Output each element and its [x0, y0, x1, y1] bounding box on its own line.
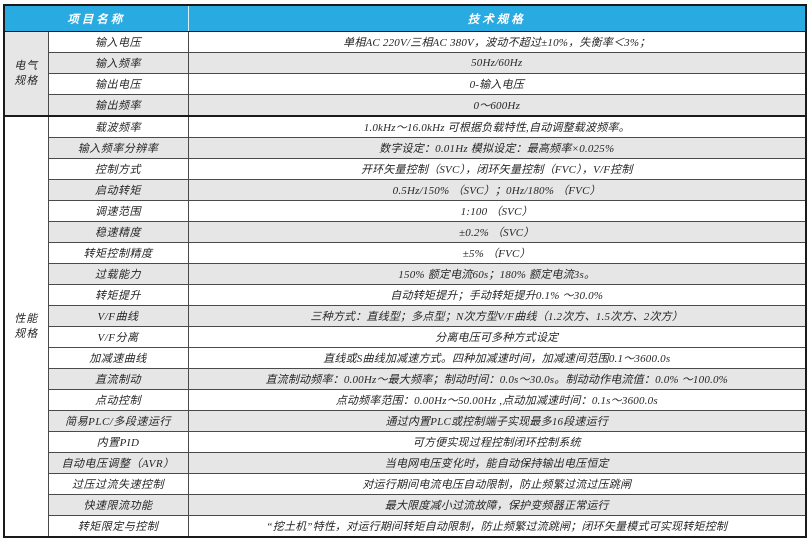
spec-item-name: 调速范围: [47, 200, 189, 223]
table-row: 快速限流功能 最大限度减小过流故障，保护变频器正常运行: [4, 493, 807, 516]
table-row: 过压过流失速控制 对运行期间电流电压自动限制，防止频繁过流过压跳闸: [4, 472, 807, 495]
spec-item-name: 直流制动: [47, 367, 189, 390]
spec-item-name: 输出频率: [47, 93, 189, 117]
spec-item-name: 载波频率: [47, 115, 189, 139]
spec-item-name: 过压过流失速控制: [47, 472, 189, 495]
spec-item-name: 加减速曲线: [47, 346, 189, 369]
table-row: 输出频率 0～600Hz: [4, 93, 807, 117]
spec-item-value: 三种方式：直线型；多点型；N次方型V/F曲线（1.2次方、1.5次方、2次方）: [187, 305, 807, 327]
spec-item-value: 通过内置PLC或控制端子实现最多16段速运行: [187, 409, 807, 432]
table-row: 启动转矩 0.5Hz/150% （SVC）；0Hz/180% （FVC）: [4, 179, 807, 202]
table-row: 输入频率分辨率 数字设定：0.01Hz 模拟设定：最高频率×0.025%: [4, 137, 807, 160]
header-item-name: 项目名称: [4, 5, 188, 32]
spec-item-name: 简易PLC/多段速运行: [47, 409, 189, 432]
spec-item-value: 自动转矩提升；手动转矩提升0.1% ～30.0%: [187, 284, 807, 307]
spec-item-value: 直线或S曲线加减速方式。四种加减速时间，加减速间范围0.1～3600.0s: [187, 346, 807, 369]
spec-item-name: 输入电压: [47, 31, 189, 53]
table-row: V/F曲线 三种方式：直线型；多点型；N次方型V/F曲线（1.2次方、1.5次方、…: [4, 305, 807, 327]
table-row: 加减速曲线 直线或S曲线加减速方式。四种加减速时间，加减速间范围0.1～3600.…: [4, 346, 807, 369]
spec-item-name: 转矩控制精度: [47, 242, 189, 265]
spec-item-value: 直流制动频率：0.00Hz～最大频率；制动时间：0.0s～30.0s。制动动作电…: [187, 367, 807, 390]
table-header: 项目名称 技术规格: [4, 5, 806, 32]
table-row: 转矩提升 自动转矩提升；手动转矩提升0.1% ～30.0%: [4, 284, 807, 307]
spec-item-value: ±0.2% （SVC）: [187, 221, 807, 244]
table-row: 转矩限定与控制 “挖土机”特性，对运行期间转矩自动限制，防止频繁过流跳闸；闭环矢量…: [4, 514, 807, 538]
table-row: 转矩控制精度 ±5% （FVC）: [4, 242, 807, 265]
spec-item-name: 稳速精度: [47, 221, 189, 244]
spec-item-name: 点动控制: [47, 388, 189, 411]
spec-item-value: 0-输入电压: [187, 72, 807, 95]
spec-item-value: 0～600Hz: [187, 93, 807, 117]
spec-item-value: 可方便实现过程控制闭环控制系统: [187, 430, 807, 453]
spec-item-value: 开环矢量控制（SVC），闭环矢量控制（FVC），V/F控制: [187, 158, 807, 181]
spec-item-name: 转矩提升: [47, 284, 189, 307]
group-label-electrical-specs: 电气 规格: [3, 31, 49, 117]
spec-item-value: 150% 额定电流60s；180% 额定电流3s。: [187, 263, 807, 286]
spec-item-value: 最大限度减小过流故障，保护变频器正常运行: [187, 493, 807, 516]
spec-item-value: 对运行期间电流电压自动限制，防止频繁过流过压跳闸: [187, 472, 807, 495]
spec-item-name: V/F分离: [47, 326, 189, 348]
spec-item-value: “挖土机”特性，对运行期间转矩自动限制，防止频繁过流跳闸；闭环矢量模式可实现转矩…: [187, 514, 807, 538]
table-row: 自动电压调整（AVR） 当电网电压变化时，能自动保持输出电压恒定: [4, 451, 807, 474]
table-row: 输出电压 0-输入电压: [4, 72, 807, 95]
spec-item-value: 数字设定：0.01Hz 模拟设定：最高频率×0.025%: [187, 137, 807, 160]
table-row: 过载能力 150% 额定电流60s；180% 额定电流3s。: [4, 263, 807, 286]
header-tech-spec: 技术规格: [187, 5, 806, 32]
spec-item-name: V/F曲线: [47, 305, 189, 327]
spec-item-name: 输出电压: [47, 72, 189, 95]
spec-item-name: 输入频率: [47, 51, 189, 74]
table-row: 内置PID 可方便实现过程控制闭环控制系统: [4, 430, 807, 453]
spec-item-value: 单相AC 220V/三相AC 380V，波动不超过±10%，失衡率＜3%；: [187, 31, 807, 53]
spec-item-value: 1:100 （SVC）: [187, 200, 807, 223]
table-row: V/F分离 分离电压可多种方式设定: [4, 326, 807, 348]
table-row: 输入频率 50Hz/60Hz: [4, 51, 807, 74]
spec-item-value: 0.5Hz/150% （SVC）；0Hz/180% （FVC）: [187, 179, 807, 202]
spec-item-name: 快速限流功能: [47, 493, 189, 516]
spec-item-name: 自动电压调整（AVR）: [47, 451, 189, 474]
spec-item-value: 分离电压可多种方式设定: [187, 326, 807, 348]
table-row: 稳速精度 ±0.2% （SVC）: [4, 221, 807, 244]
spec-item-name: 过载能力: [47, 263, 189, 286]
spec-item-name: 转矩限定与控制: [47, 514, 189, 538]
spec-item-value: ±5% （FVC）: [187, 242, 807, 265]
table-row: 点动控制 点动频率范围：0.00Hz～50.00Hz ,点动加减速时间：0.1s～…: [4, 388, 807, 411]
spec-item-name: 控制方式: [47, 158, 189, 181]
spec-sheet: 项目名称 技术规格 电气 规格 输入电压 单相AC 220V/三相AC 380V，波…: [3, 4, 807, 538]
table-row: 调速范围 1:100 （SVC）: [4, 200, 807, 223]
spec-item-value: 点动频率范围：0.00Hz～50.00Hz ,点动加减速时间：0.1s～3600…: [187, 388, 807, 411]
spec-item-name: 启动转矩: [47, 179, 189, 202]
table-body: 电气 规格 输入电压 单相AC 220V/三相AC 380V，波动不超过±10%，失…: [3, 31, 807, 538]
header-row: 项目名称 技术规格: [4, 5, 806, 32]
spec-item-value: 1.0kHz～16.0kHz 可根据负载特性,自动调整载波频率。: [187, 115, 807, 139]
table-row: 直流制动 直流制动频率：0.00Hz～最大频率；制动时间：0.0s～30.0s。制…: [4, 367, 807, 390]
group-label-performance-specs: 性能 规格: [3, 115, 49, 538]
table-row: 简易PLC/多段速运行 通过内置PLC或控制端子实现最多16段速运行: [4, 409, 807, 432]
table-row: 性能 规格 载波频率 1.0kHz～16.0kHz 可根据负载特性,自动调整载波频率…: [3, 115, 807, 538]
spec-item-name: 内置PID: [47, 430, 189, 453]
spec-item-value: 当电网电压变化时，能自动保持输出电压恒定: [187, 451, 807, 474]
spec-item-value: 50Hz/60Hz: [187, 51, 807, 74]
spec-item-name: 输入频率分辨率: [47, 137, 189, 160]
spec-table: 项目名称 技术规格 电气 规格 输入电压 单相AC 220V/三相AC 380V，波…: [3, 4, 807, 538]
table-row: 电气 规格 输入电压 单相AC 220V/三相AC 380V，波动不超过±10%，失…: [3, 31, 807, 117]
table-row: 控制方式 开环矢量控制（SVC），闭环矢量控制（FVC），V/F控制: [4, 158, 807, 181]
